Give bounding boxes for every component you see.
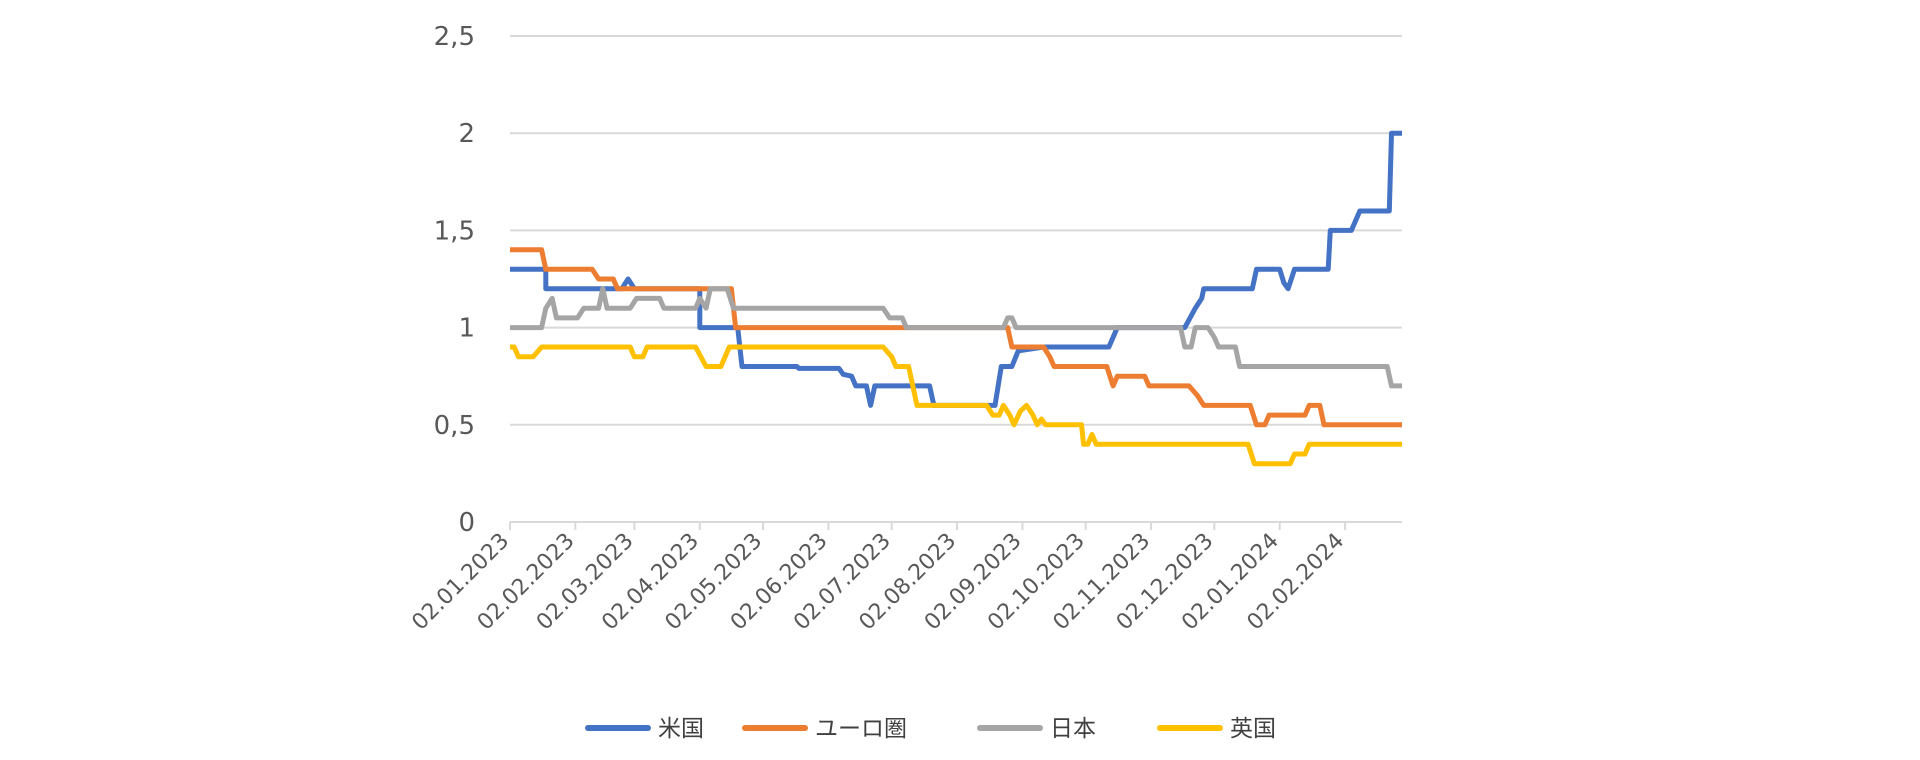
y-axis-ticks: 0 0,5 1 1,5 2 2,5: [434, 22, 475, 538]
series-line: [510, 130, 1402, 408]
x-axis: 02.01.202302.02.202302.03.202302.04.2023…: [407, 521, 1402, 635]
series-line: [510, 247, 1402, 428]
series-lines: [510, 130, 1402, 467]
gridlines: [510, 35, 1402, 426]
y-tick-label: 1: [458, 314, 475, 344]
y-tick-label: 0: [458, 508, 475, 538]
y-tick-label: 2,5: [434, 22, 475, 52]
legend-label: 日本: [1050, 716, 1096, 742]
series-line: [510, 344, 1402, 467]
series-line: [510, 286, 1402, 389]
legend-label: 英国: [1230, 716, 1276, 742]
y-tick-label: 0,5: [434, 411, 475, 441]
legend-label: ユーロ圏: [815, 716, 907, 742]
legend-label: 米国: [658, 716, 704, 742]
y-tick-label: 2: [458, 119, 475, 149]
legend: 米国 ユーロ圏 日本 英国: [585, 716, 1276, 742]
y-tick-label: 1,5: [434, 216, 475, 246]
